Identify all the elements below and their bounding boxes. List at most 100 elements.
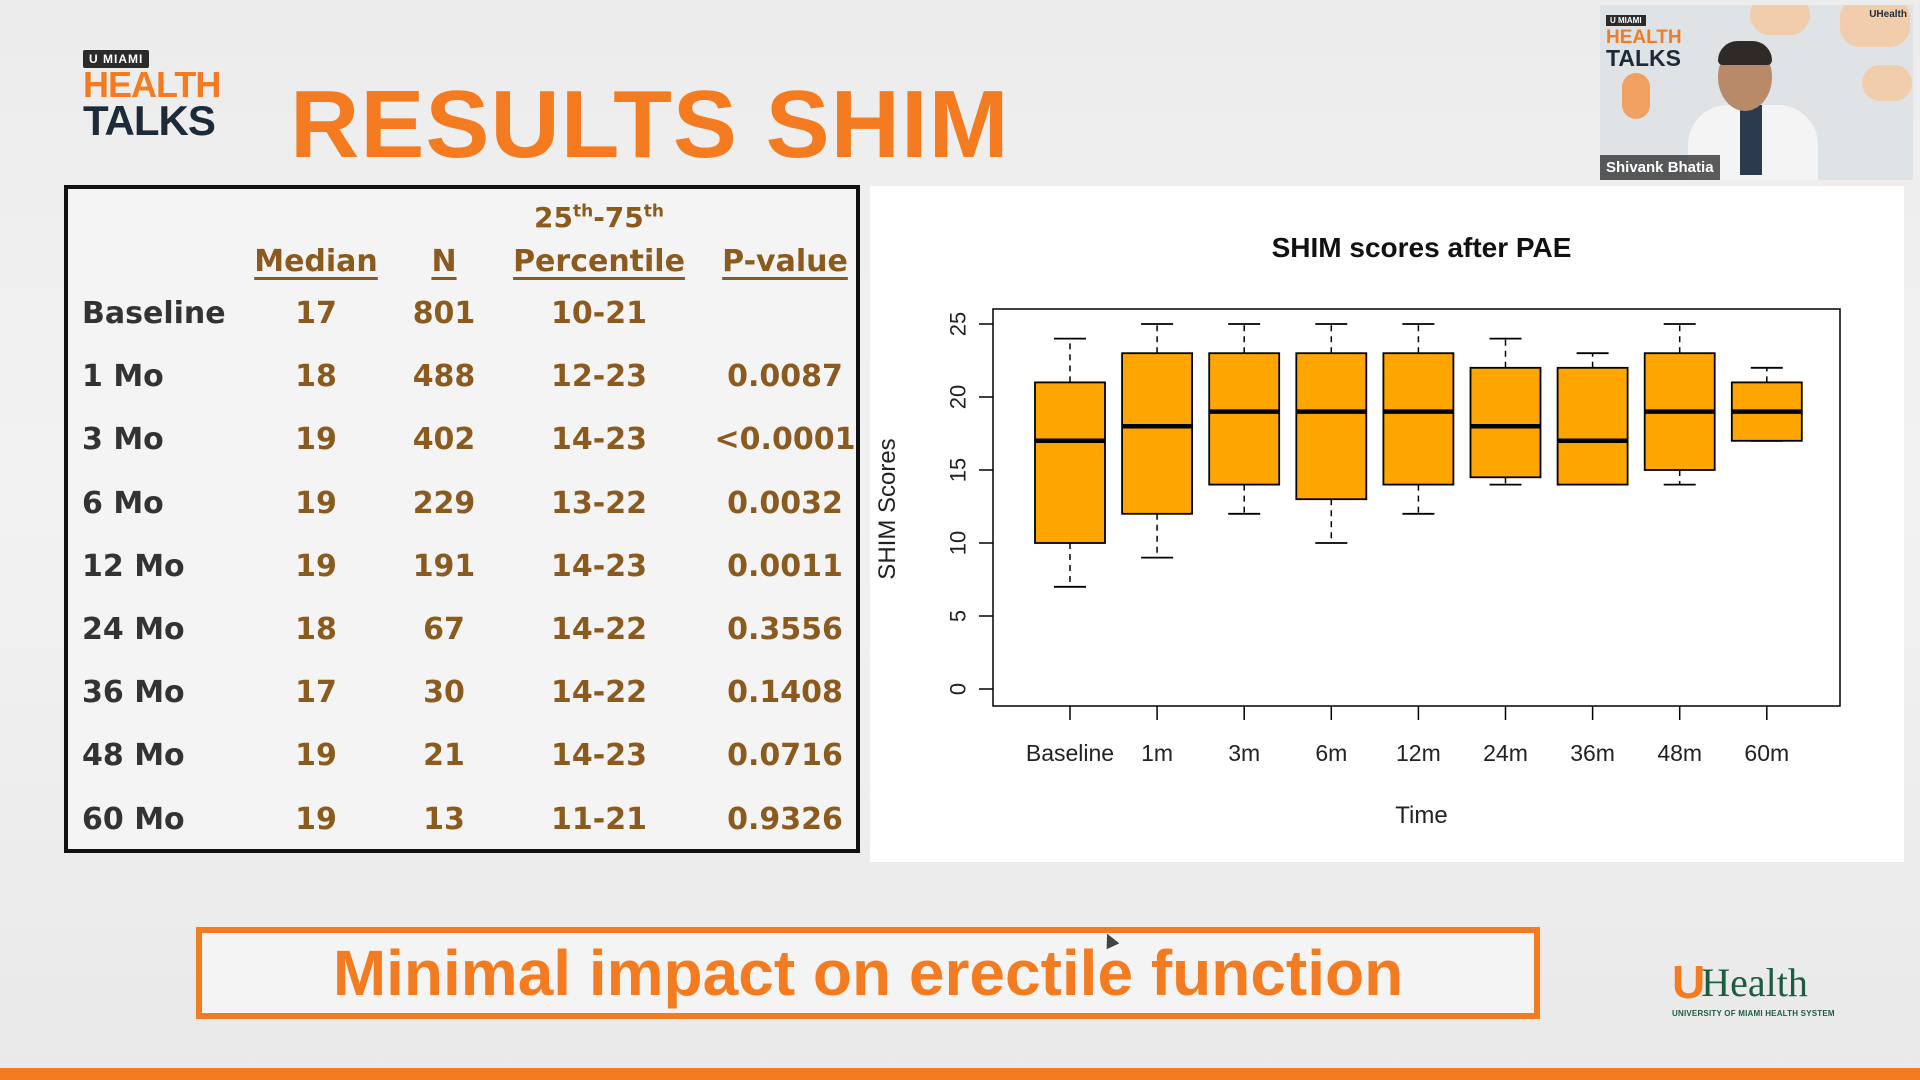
row-label: 3 Mo xyxy=(82,422,164,458)
row-label: 12 Mo xyxy=(82,548,185,584)
uhealth-subtitle: UNIVERSITY OF MIAMI HEALTH SYSTEM xyxy=(1672,1009,1835,1018)
row-label: 24 Mo xyxy=(82,612,185,647)
header-n: N xyxy=(431,244,457,279)
bg-bubble xyxy=(1862,65,1912,101)
cell-percentile: 11-21 xyxy=(551,801,647,837)
x-tick-label: 3m xyxy=(1228,740,1260,766)
webcam-logo: U MIAMI HEALTH TALKS xyxy=(1606,10,1686,71)
uhealth-u: U xyxy=(1672,956,1706,1008)
row-label: 48 Mo xyxy=(82,738,185,774)
cell-n: 67 xyxy=(423,612,465,647)
pct-a-sup: th xyxy=(572,201,594,222)
webcam-video: U MIAMI HEALTH TALKS UHealth Shivank Bha… xyxy=(1600,5,1913,180)
cell-median: 17 xyxy=(295,296,337,331)
chart-title: SHIM scores after PAE xyxy=(1272,232,1572,263)
percentile-header-top: 25th-75th xyxy=(534,201,664,234)
cell-pvalue: 0.9326 xyxy=(727,801,843,837)
pct-b-sup: th xyxy=(643,201,665,222)
cell-n: 21 xyxy=(423,738,465,774)
logo-mini: U MIAMI xyxy=(83,50,150,68)
cell-median: 18 xyxy=(295,359,337,395)
box-24m xyxy=(1469,366,1542,479)
conclusion-text: Minimal impact on erectile function xyxy=(332,937,1404,1009)
y-axis-label: SHIM Scores xyxy=(874,438,901,579)
cell-percentile: 14-22 xyxy=(551,675,647,711)
box-baseline xyxy=(1034,381,1106,544)
uhealth-word: Health xyxy=(1701,959,1808,1005)
y-tick-label: 15 xyxy=(946,458,971,482)
logo-line1: HEALTH xyxy=(83,64,221,105)
cell-percentile: 14-23 xyxy=(551,422,647,458)
x-tick-label: 12m xyxy=(1396,740,1441,766)
x-axis-label: Time xyxy=(1395,802,1447,829)
header-percentile: Percentile xyxy=(513,244,685,279)
webcam-corner-logo: UHealth xyxy=(1869,9,1907,20)
presenter-tie xyxy=(1740,105,1762,175)
chart-panel: SHIM scores after PAE Time SHIM Scores 0 5 10… xyxy=(870,186,1904,862)
row-label: Baseline xyxy=(82,296,226,331)
webcam-logo-line2: TALKS xyxy=(1606,45,1681,71)
header-pvalue: P-value xyxy=(722,244,848,279)
cell-n: 30 xyxy=(423,675,465,711)
uhealth-logo: UHealth UNIVERSITY OF MIAMI HEALTH SYSTE… xyxy=(1672,955,1842,1018)
x-tick-label: 36m xyxy=(1570,740,1615,766)
cell-percentile: 13-22 xyxy=(551,485,647,521)
box-12m xyxy=(1382,352,1455,486)
y-tick-label: 20 xyxy=(946,385,971,409)
cell-percentile: 12-23 xyxy=(551,359,647,395)
webcam-logo-mini: U MIAMI xyxy=(1606,15,1646,26)
cell-percentile: 14-22 xyxy=(551,612,647,647)
y-tick-label: 0 xyxy=(946,683,971,695)
plot-frame xyxy=(992,308,1841,707)
box-3m xyxy=(1208,352,1281,486)
bottom-accent-bar xyxy=(0,1068,1920,1080)
cell-median: 19 xyxy=(295,485,337,521)
row-label: 1 Mo xyxy=(82,359,164,395)
shim-boxplot: SHIM scores after PAE Time SHIM Scores 0 5 10… xyxy=(874,232,1841,829)
cell-median: 19 xyxy=(295,801,337,837)
pct-dash: -75 xyxy=(593,201,644,234)
cell-median: 17 xyxy=(295,675,337,711)
cell-n: 488 xyxy=(412,359,476,395)
cell-n: 229 xyxy=(412,485,476,521)
cell-n: 13 xyxy=(423,801,465,837)
x-tick-label: Baseline xyxy=(1026,740,1114,766)
box-1m xyxy=(1121,352,1194,515)
presenter-hair xyxy=(1718,41,1772,65)
microphone-icon xyxy=(1622,73,1650,119)
cell-n: 191 xyxy=(412,548,476,584)
miami-health-talks-logo: U MIAMI HEALTH TALKS xyxy=(83,50,223,144)
bg-bubble xyxy=(1840,5,1910,47)
y-tick-label: 25 xyxy=(946,312,971,336)
cell-pvalue: 0.0087 xyxy=(727,359,843,395)
cell-pvalue: <0.0001 xyxy=(714,422,856,458)
slide-title: RESULTS SHIM xyxy=(290,71,1010,178)
header-median: Median xyxy=(254,244,378,279)
box-6m xyxy=(1295,352,1368,501)
cell-median: 19 xyxy=(295,422,337,458)
cell-pvalue: 0.0032 xyxy=(727,485,843,521)
cell-pvalue: 0.3556 xyxy=(727,612,843,647)
pct-a: 25 xyxy=(533,201,573,234)
cell-pvalue: 0.0011 xyxy=(727,548,843,584)
cell-n: 801 xyxy=(412,296,476,331)
cell-median: 19 xyxy=(295,738,337,774)
cell-pvalue: 0.1408 xyxy=(727,675,843,711)
x-tick-label: 6m xyxy=(1315,740,1347,766)
cell-n: 402 xyxy=(412,422,476,458)
x-tick-label: 48m xyxy=(1657,740,1702,766)
cell-pvalue: 0.0716 xyxy=(727,738,843,774)
cell-percentile: 10-21 xyxy=(551,296,647,331)
cell-median: 18 xyxy=(295,612,337,647)
row-label: 6 Mo xyxy=(82,485,164,521)
results-table: 25th-75th Median N Percentile P-value Ba… xyxy=(64,185,860,853)
participant-name: Shivank Bhatia xyxy=(1600,155,1720,180)
logo-line2: TALKS xyxy=(83,97,216,144)
bg-bubble xyxy=(1750,5,1810,35)
x-tick-label: 60m xyxy=(1744,740,1789,766)
x-tick-label: 1m xyxy=(1141,740,1173,766)
x-tick-label: 24m xyxy=(1483,740,1528,766)
webcam-logo-line1: HEALTH xyxy=(1606,27,1682,48)
cell-median: 19 xyxy=(295,548,337,584)
conclusion-box: Minimal impact on erectile function xyxy=(196,927,1540,1019)
